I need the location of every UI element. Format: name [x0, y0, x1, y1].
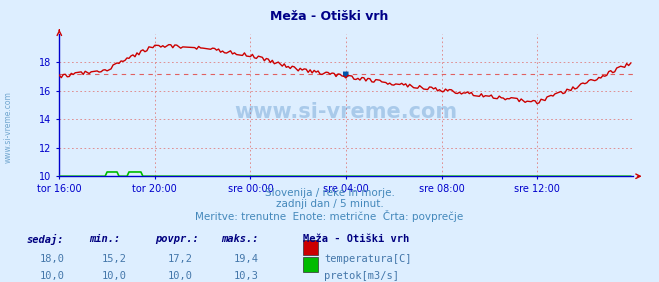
Text: ▪: ▪ — [342, 69, 350, 79]
Text: maks.:: maks.: — [221, 234, 258, 244]
Text: 19,4: 19,4 — [234, 254, 259, 264]
Text: www.si-vreme.com: www.si-vreme.com — [235, 102, 457, 122]
Text: www.si-vreme.com: www.si-vreme.com — [3, 91, 13, 163]
Text: 10,3: 10,3 — [234, 271, 259, 281]
Text: min.:: min.: — [89, 234, 120, 244]
Text: Slovenija / reke in morje.: Slovenija / reke in morje. — [264, 188, 395, 197]
Text: pretok[m3/s]: pretok[m3/s] — [324, 271, 399, 281]
Text: sedaj:: sedaj: — [26, 234, 64, 245]
Text: 15,2: 15,2 — [102, 254, 127, 264]
Text: povpr.:: povpr.: — [155, 234, 198, 244]
Text: Meža - Otiški vrh: Meža - Otiški vrh — [270, 10, 389, 23]
Text: zadnji dan / 5 minut.: zadnji dan / 5 minut. — [275, 199, 384, 209]
Text: temperatura[C]: temperatura[C] — [324, 254, 412, 264]
Text: 10,0: 10,0 — [168, 271, 193, 281]
Text: 10,0: 10,0 — [40, 271, 65, 281]
Text: Meža - Otiški vrh: Meža - Otiški vrh — [303, 234, 409, 244]
Text: 18,0: 18,0 — [40, 254, 65, 264]
Text: Meritve: trenutne  Enote: metrične  Črta: povprečje: Meritve: trenutne Enote: metrične Črta: … — [195, 210, 464, 222]
Text: 10,0: 10,0 — [102, 271, 127, 281]
Text: 17,2: 17,2 — [168, 254, 193, 264]
